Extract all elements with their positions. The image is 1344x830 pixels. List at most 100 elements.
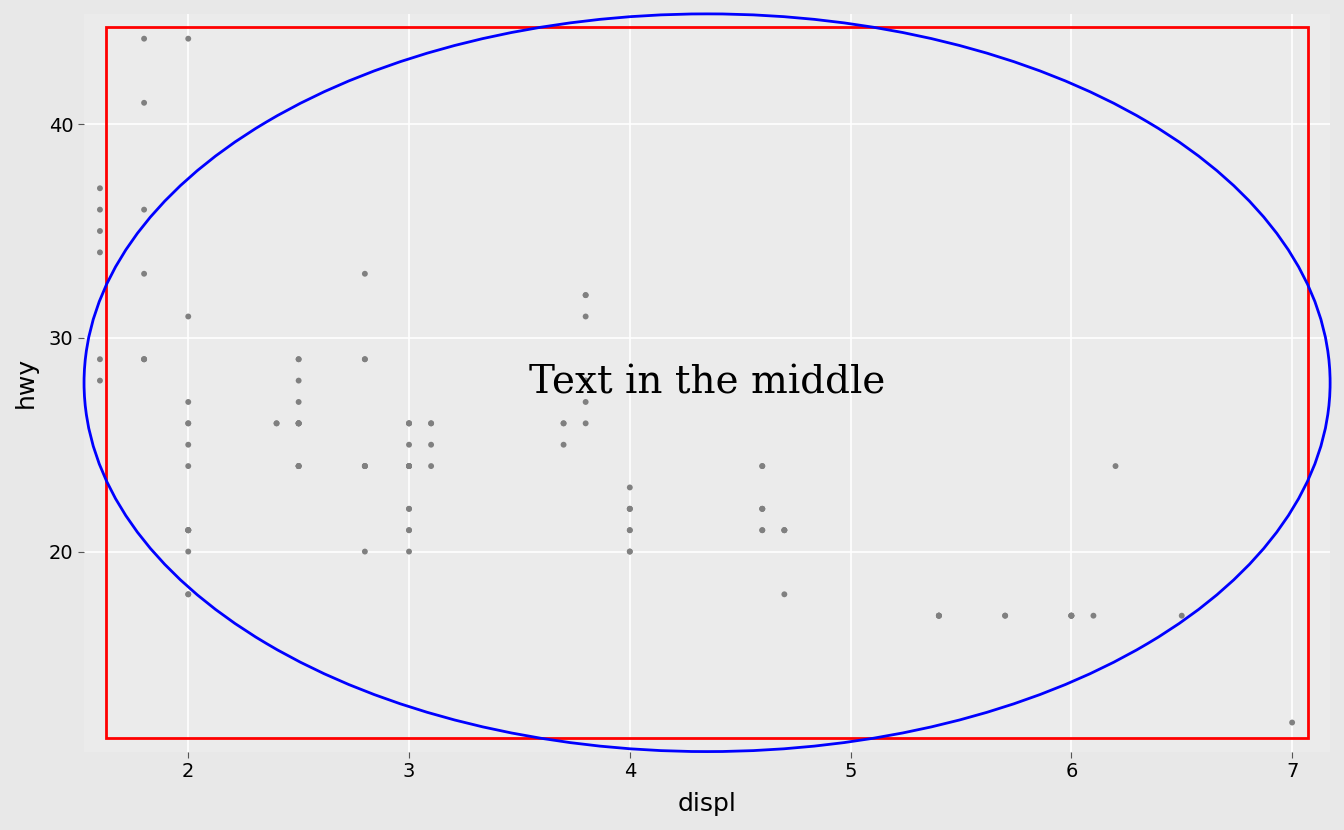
Point bbox=[398, 524, 419, 537]
Point bbox=[288, 353, 309, 366]
Point bbox=[177, 524, 199, 537]
Point bbox=[133, 96, 155, 110]
Point bbox=[89, 203, 110, 217]
Point bbox=[177, 310, 199, 323]
Point bbox=[89, 182, 110, 195]
Point bbox=[177, 545, 199, 559]
Point bbox=[288, 417, 309, 430]
Point bbox=[751, 502, 773, 515]
Point bbox=[177, 524, 199, 537]
Point bbox=[177, 417, 199, 430]
Point bbox=[929, 609, 950, 622]
Y-axis label: hwy: hwy bbox=[13, 357, 38, 408]
Point bbox=[288, 417, 309, 430]
Point bbox=[1083, 609, 1105, 622]
Point bbox=[398, 417, 419, 430]
Point bbox=[1060, 609, 1082, 622]
Point bbox=[288, 395, 309, 408]
Point bbox=[575, 289, 597, 302]
Point bbox=[177, 32, 199, 46]
Point bbox=[575, 374, 597, 388]
Point bbox=[575, 310, 597, 323]
Point bbox=[288, 417, 309, 430]
Point bbox=[89, 374, 110, 388]
Point bbox=[177, 524, 199, 537]
Point bbox=[398, 524, 419, 537]
Point bbox=[177, 588, 199, 601]
X-axis label: displ: displ bbox=[677, 792, 737, 816]
Point bbox=[353, 267, 375, 281]
Point bbox=[266, 417, 288, 430]
Point bbox=[751, 502, 773, 515]
Point bbox=[929, 609, 950, 622]
Point bbox=[288, 417, 309, 430]
Point bbox=[620, 524, 641, 537]
Point bbox=[620, 545, 641, 559]
Point bbox=[398, 460, 419, 473]
Point bbox=[575, 417, 597, 430]
Point bbox=[774, 524, 796, 537]
Point bbox=[620, 545, 641, 559]
Point bbox=[1281, 716, 1302, 730]
Point bbox=[398, 417, 419, 430]
Point bbox=[353, 353, 375, 366]
Point bbox=[751, 524, 773, 537]
Point bbox=[1105, 460, 1126, 473]
Point bbox=[133, 353, 155, 366]
Point bbox=[421, 460, 442, 473]
Point bbox=[751, 524, 773, 537]
Point bbox=[620, 502, 641, 515]
Point bbox=[288, 460, 309, 473]
Point bbox=[398, 460, 419, 473]
Point bbox=[266, 417, 288, 430]
Point bbox=[1060, 609, 1082, 622]
Point bbox=[177, 524, 199, 537]
Point bbox=[620, 524, 641, 537]
Point bbox=[353, 545, 375, 559]
Point bbox=[133, 203, 155, 217]
Point bbox=[89, 353, 110, 366]
Point bbox=[575, 395, 597, 408]
Point bbox=[421, 417, 442, 430]
Point bbox=[353, 460, 375, 473]
Point bbox=[398, 502, 419, 515]
Point bbox=[288, 460, 309, 473]
Point bbox=[398, 417, 419, 430]
Point bbox=[620, 502, 641, 515]
Point bbox=[177, 417, 199, 430]
Point bbox=[398, 460, 419, 473]
Point bbox=[751, 460, 773, 473]
Point bbox=[929, 609, 950, 622]
Point bbox=[398, 460, 419, 473]
Point bbox=[288, 417, 309, 430]
Point bbox=[177, 460, 199, 473]
Point bbox=[398, 502, 419, 515]
Text: Text in the middle: Text in the middle bbox=[530, 364, 886, 401]
Point bbox=[133, 32, 155, 46]
Point bbox=[353, 460, 375, 473]
Point bbox=[1060, 609, 1082, 622]
Point bbox=[421, 417, 442, 430]
Point bbox=[1060, 609, 1082, 622]
Point bbox=[751, 460, 773, 473]
Point bbox=[1171, 609, 1192, 622]
Point bbox=[421, 438, 442, 452]
Point bbox=[575, 374, 597, 388]
Point bbox=[288, 374, 309, 388]
Point bbox=[288, 460, 309, 473]
Point bbox=[133, 267, 155, 281]
Point bbox=[89, 246, 110, 259]
Point bbox=[774, 588, 796, 601]
Point bbox=[288, 460, 309, 473]
Point bbox=[995, 609, 1016, 622]
Point bbox=[288, 353, 309, 366]
Point bbox=[353, 460, 375, 473]
Point bbox=[398, 438, 419, 452]
Point bbox=[995, 609, 1016, 622]
Point bbox=[398, 460, 419, 473]
Point bbox=[398, 545, 419, 559]
Point bbox=[575, 289, 597, 302]
Point bbox=[353, 460, 375, 473]
Point bbox=[89, 224, 110, 237]
Point bbox=[177, 438, 199, 452]
